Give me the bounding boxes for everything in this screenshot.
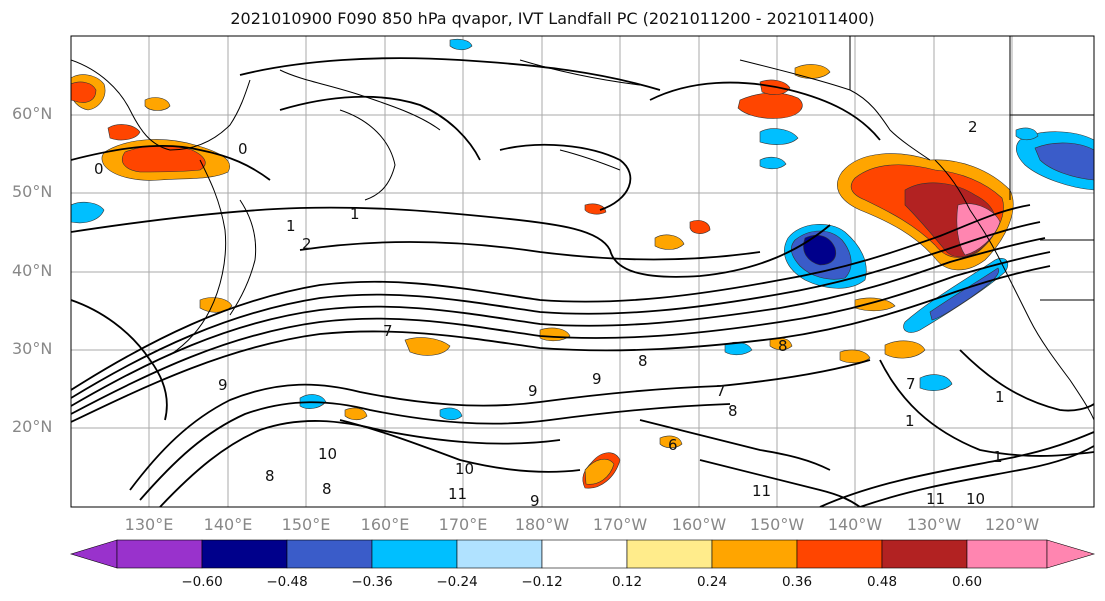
lon-label: 160°W	[671, 515, 727, 534]
colorbar-segment	[456, 539, 543, 569]
map-title: 2021010900 F090 850 hPa qvapor, IVT Land…	[230, 9, 875, 28]
colorbar-segment	[541, 539, 628, 569]
colorbar-tick-label: 0.48	[866, 574, 898, 590]
colorbar-tick-label: −0.60	[181, 574, 223, 590]
colorbar-tick-label: 0.12	[611, 574, 643, 590]
colorbar-segment	[626, 539, 713, 569]
colorbar-segment	[711, 539, 798, 569]
colorbar-tick-label: −0.48	[266, 574, 308, 590]
ivt-contours	[71, 57, 1094, 507]
lon-label: 120°W	[984, 515, 1040, 534]
colorbar-segment	[966, 539, 1048, 569]
lon-label: 170°E	[438, 515, 488, 534]
coastlines	[71, 36, 1094, 421]
colorbar-segment	[371, 539, 458, 569]
colorbar-segment	[796, 539, 883, 569]
map-border	[70, 35, 1095, 508]
lon-label: 140°W	[827, 515, 883, 534]
graticule	[71, 36, 1094, 507]
lat-label: 40°N	[12, 261, 53, 280]
qvapor-shading	[71, 38, 1094, 489]
lat-label: 20°N	[12, 417, 53, 436]
colorbar-segment	[881, 539, 968, 569]
colorbar-segment	[286, 539, 373, 569]
colorbar-segment	[201, 539, 288, 569]
colorbar-tick-label: −0.36	[351, 574, 393, 590]
colorbar-tick-label: −0.12	[521, 574, 563, 590]
colorbar-segment	[1046, 539, 1096, 569]
colorbar-tick-label: 0.24	[696, 574, 728, 590]
lon-label: 160°E	[360, 515, 410, 534]
lon-label: 130°E	[124, 515, 174, 534]
lat-label: 50°N	[12, 182, 53, 201]
lon-label: 150°E	[281, 515, 331, 534]
lat-label: 60°N	[12, 104, 53, 123]
colorbar-segment	[116, 539, 203, 569]
lon-label: 170°W	[592, 515, 648, 534]
colorbar-tick-label: 0.36	[781, 574, 813, 590]
colorbar-tick-label: 0.60	[951, 574, 983, 590]
colorbar	[69, 539, 1096, 569]
colorbar-tick-label: −0.24	[436, 574, 478, 590]
lon-label: 140°E	[203, 515, 253, 534]
colorbar-segment	[69, 539, 118, 569]
lat-label: 30°N	[12, 339, 53, 358]
lon-label: 150°W	[749, 515, 805, 534]
lon-label: 130°W	[906, 515, 962, 534]
lon-label: 180°W	[514, 515, 570, 534]
